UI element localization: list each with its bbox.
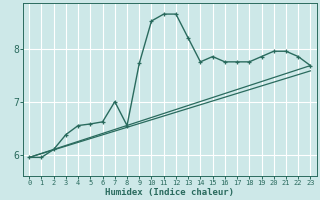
X-axis label: Humidex (Indice chaleur): Humidex (Indice chaleur) bbox=[105, 188, 234, 197]
